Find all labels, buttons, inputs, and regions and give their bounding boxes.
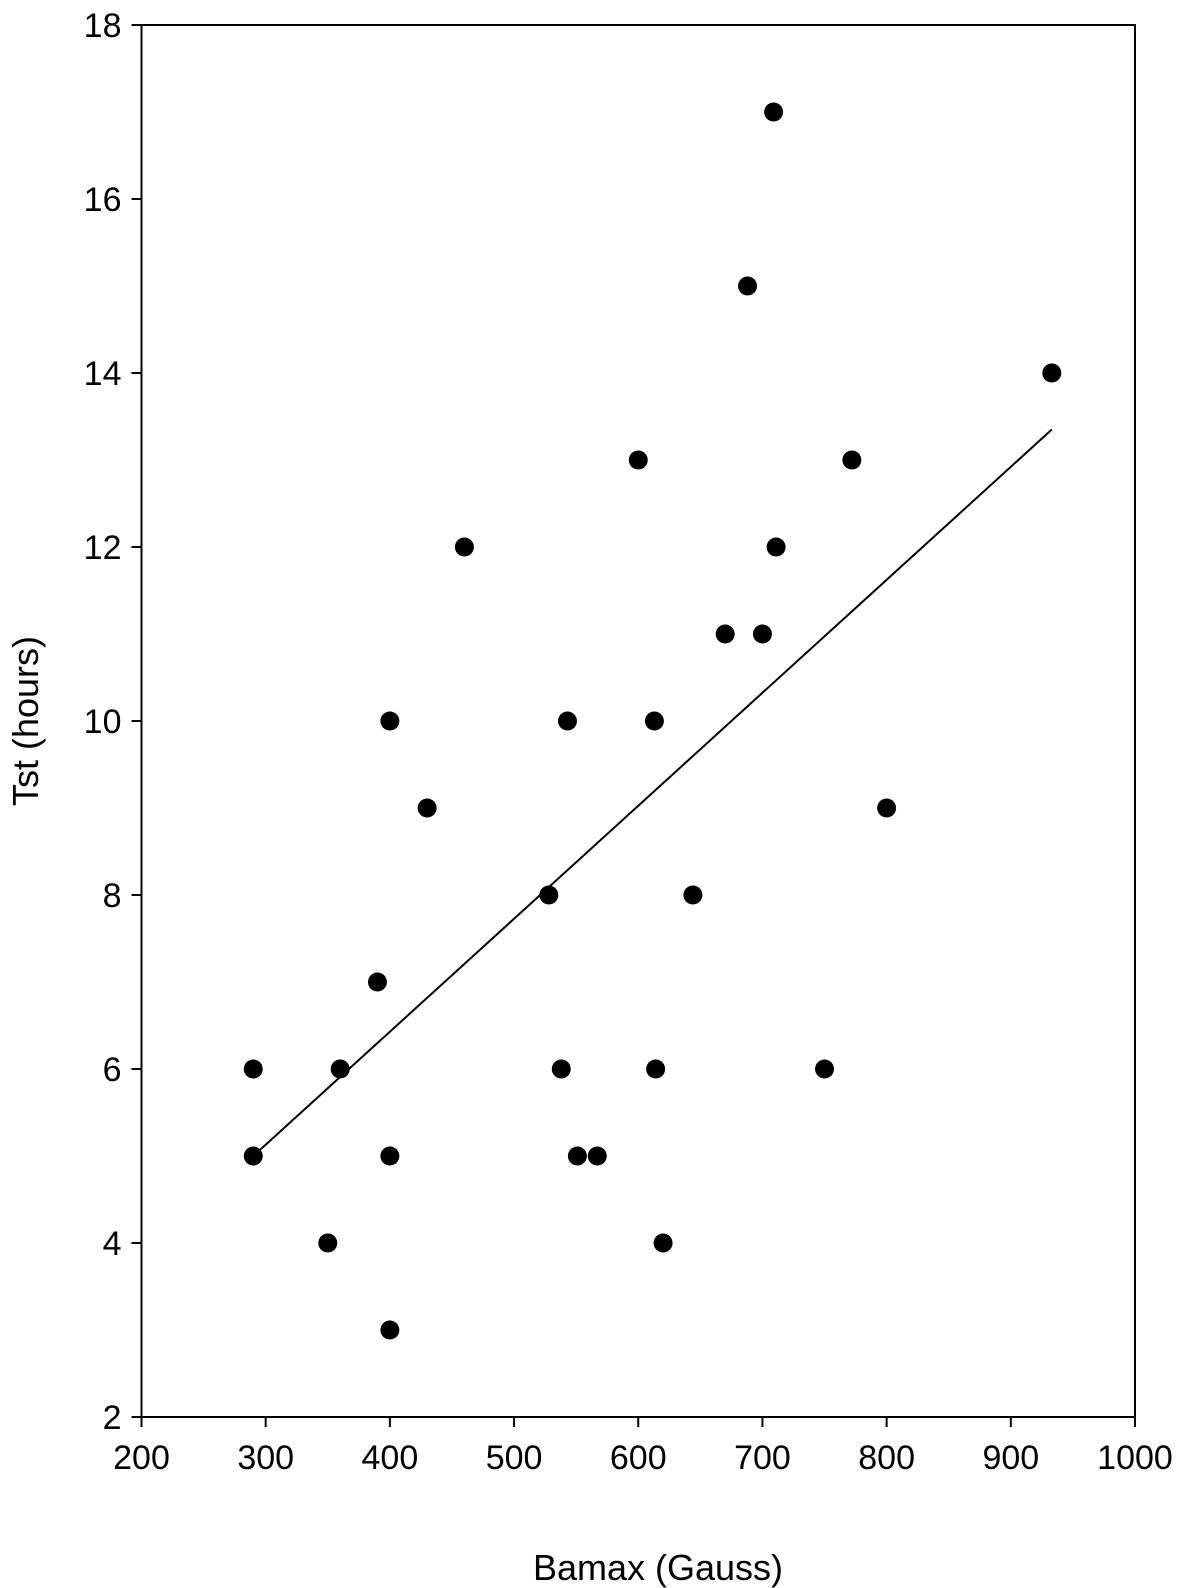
data-point bbox=[380, 711, 400, 731]
data-point bbox=[815, 1059, 835, 1079]
regression-line bbox=[252, 428, 1053, 1157]
x-tick-label: 500 bbox=[486, 1439, 543, 1477]
data-point bbox=[738, 276, 758, 296]
data-point bbox=[715, 624, 735, 644]
y-tick-label: 4 bbox=[103, 1225, 122, 1263]
data-point bbox=[367, 972, 387, 992]
data-point bbox=[1042, 363, 1062, 383]
y-tick-label: 12 bbox=[84, 529, 122, 567]
data-point bbox=[454, 537, 474, 557]
y-tick-label: 18 bbox=[84, 7, 122, 45]
axis-tick-labels: 200 300 400 500 600 700 800 900 1000 2 4 6 8 10 12 14 16… bbox=[84, 7, 1173, 1477]
data-point bbox=[380, 1146, 400, 1166]
data-point bbox=[318, 1233, 338, 1253]
x-tick-label: 1000 bbox=[1097, 1439, 1173, 1477]
y-tick-label: 2 bbox=[103, 1399, 122, 1437]
data-point bbox=[646, 1059, 666, 1079]
data-point bbox=[683, 885, 703, 905]
x-tick-label: 600 bbox=[610, 1439, 667, 1477]
plot-frame bbox=[140, 24, 1136, 1418]
data-point bbox=[539, 885, 559, 905]
data-point bbox=[587, 1146, 607, 1166]
y-tick-label: 6 bbox=[103, 1051, 122, 1089]
data-point bbox=[551, 1059, 571, 1079]
data-point bbox=[567, 1146, 587, 1166]
y-tick-label: 14 bbox=[84, 355, 122, 393]
data-point bbox=[877, 798, 897, 818]
data-point bbox=[653, 1233, 673, 1253]
data-point bbox=[330, 1059, 350, 1079]
x-tick-label: 400 bbox=[362, 1439, 419, 1477]
x-tick-label: 200 bbox=[113, 1439, 170, 1477]
y-tick-label: 10 bbox=[84, 703, 122, 741]
data-point bbox=[764, 102, 784, 122]
data-point bbox=[644, 711, 664, 731]
x-tick-label: 300 bbox=[237, 1439, 294, 1477]
data-points bbox=[243, 102, 1062, 1340]
data-point bbox=[380, 1320, 400, 1340]
data-point bbox=[243, 1059, 263, 1079]
data-point bbox=[842, 450, 862, 470]
y-tick-label: 8 bbox=[103, 877, 122, 915]
data-point bbox=[557, 711, 577, 731]
data-point bbox=[243, 1146, 263, 1166]
data-point bbox=[417, 798, 437, 818]
data-point bbox=[752, 624, 772, 644]
data-point bbox=[628, 450, 648, 470]
x-tick-label: 900 bbox=[982, 1439, 1039, 1477]
x-tick-label: 800 bbox=[858, 1439, 915, 1477]
y-axis-title: Tst (hours) bbox=[5, 636, 46, 806]
x-tick-label: 700 bbox=[734, 1439, 791, 1477]
data-point bbox=[766, 537, 786, 557]
regression-line-group bbox=[252, 428, 1053, 1157]
x-axis-title: Bamax (Gauss) bbox=[533, 1547, 783, 1588]
axis-ticks bbox=[131, 24, 1136, 1427]
y-tick-label: 16 bbox=[84, 181, 122, 219]
